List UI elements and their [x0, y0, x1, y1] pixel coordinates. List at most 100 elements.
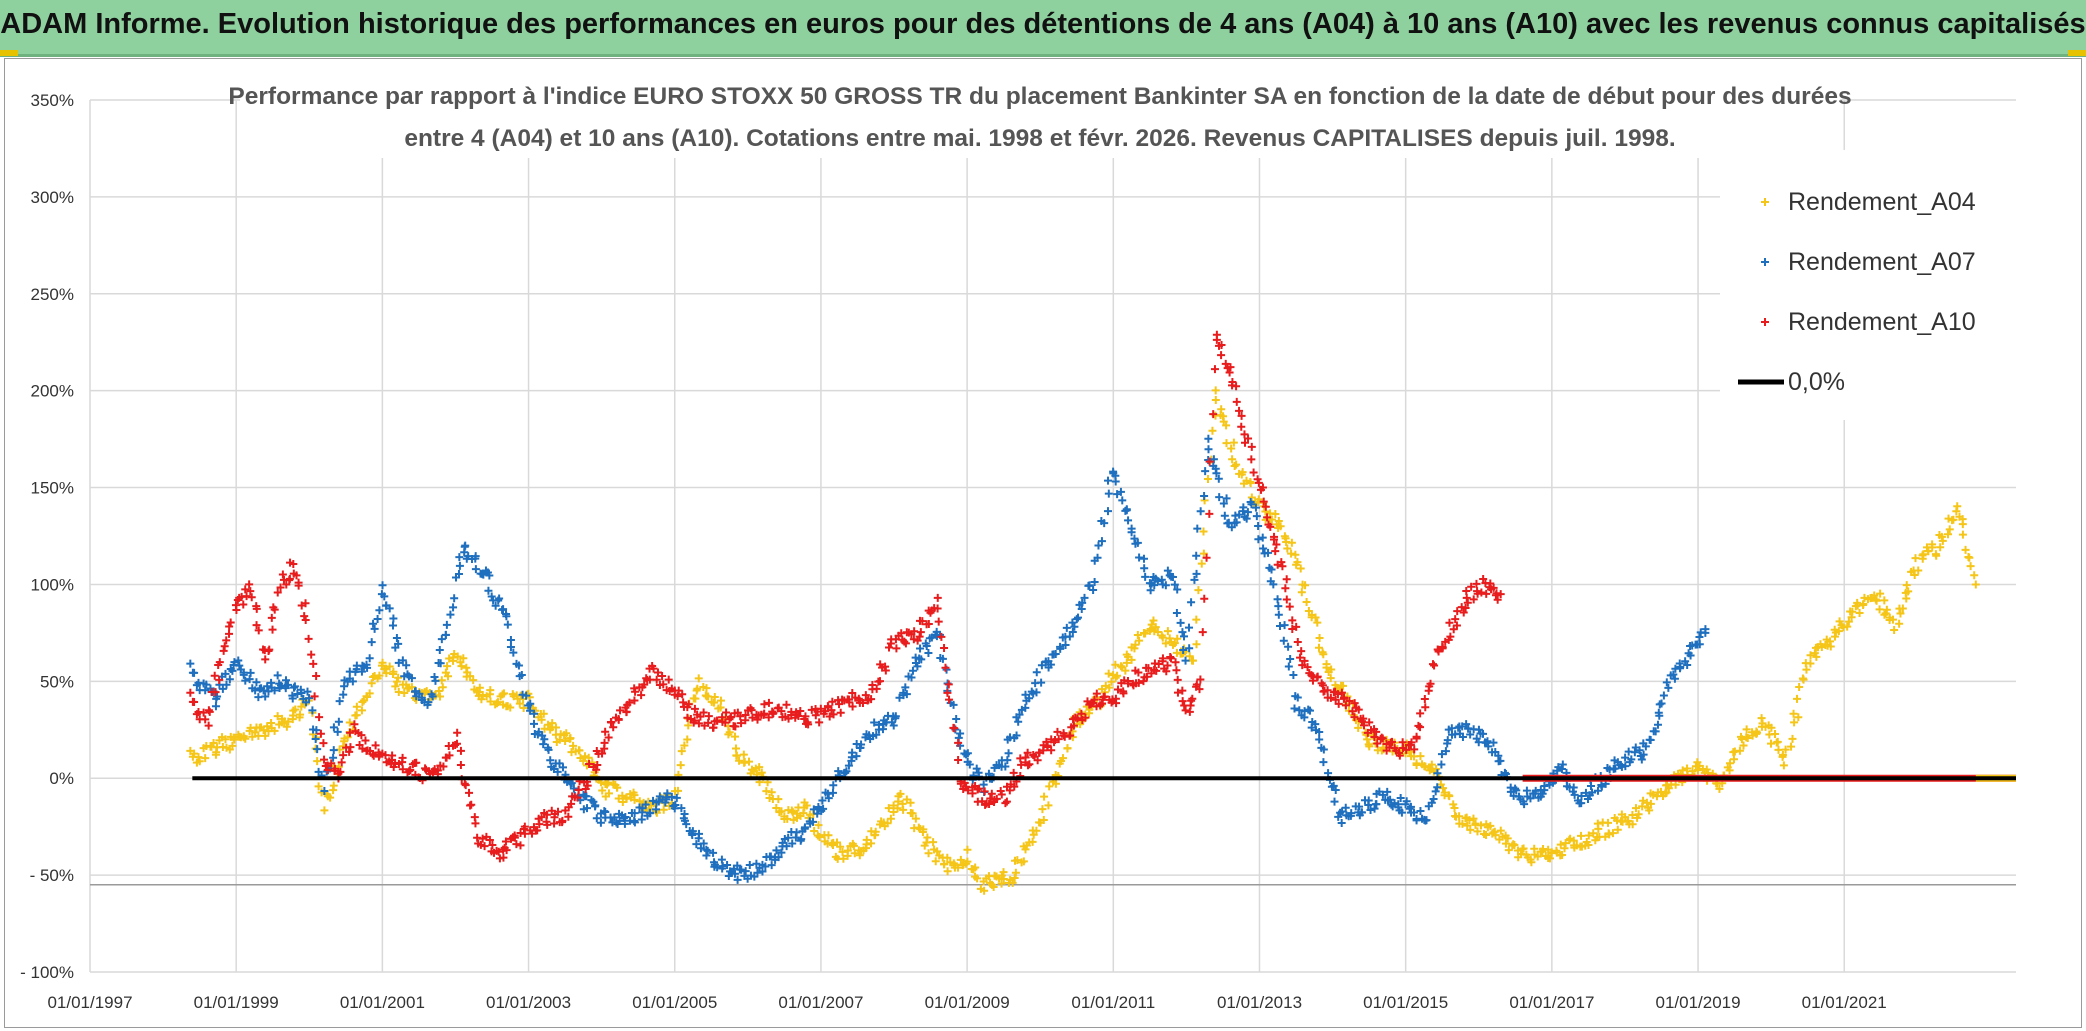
data-point — [1914, 566, 1923, 575]
data-point — [1466, 825, 1475, 834]
data-point — [446, 610, 455, 619]
data-point — [1324, 769, 1333, 778]
data-point — [442, 620, 451, 629]
data-point — [289, 560, 298, 569]
data-point — [885, 643, 894, 652]
data-point — [664, 675, 673, 684]
data-point — [721, 718, 730, 727]
data-point — [1187, 598, 1196, 607]
data-point — [1254, 535, 1263, 544]
data-point — [1396, 793, 1405, 802]
data-point — [1284, 662, 1293, 671]
data-point — [1859, 599, 1868, 608]
data-point — [456, 746, 465, 755]
data-point — [616, 706, 625, 715]
data-point — [516, 841, 525, 850]
data-point — [1322, 663, 1331, 672]
data-point — [1410, 808, 1419, 817]
data-point — [1116, 487, 1125, 496]
data-point — [823, 702, 832, 711]
data-point — [219, 646, 228, 655]
data-point — [453, 652, 462, 661]
data-point — [1971, 580, 1980, 589]
y-tick-label: 150% — [31, 479, 74, 498]
data-point — [455, 553, 464, 562]
data-point — [1693, 766, 1702, 775]
data-point — [764, 713, 773, 722]
data-point — [875, 677, 884, 686]
data-point — [499, 853, 508, 862]
data-point — [769, 709, 778, 718]
data-point — [1205, 457, 1214, 466]
data-point — [245, 580, 254, 589]
data-point — [836, 708, 845, 717]
data-point — [1649, 790, 1658, 799]
data-point — [592, 814, 601, 823]
data-point — [202, 680, 211, 689]
data-point — [761, 862, 770, 871]
data-point — [530, 709, 539, 718]
data-point — [1232, 382, 1241, 391]
legend-label: Rendement_A07 — [1788, 248, 1976, 276]
data-point — [369, 619, 378, 628]
data-point — [1046, 660, 1055, 669]
legend-label: Rendement_A04 — [1788, 188, 1976, 216]
data-point — [1181, 656, 1190, 665]
data-point — [543, 820, 552, 829]
data-point — [1274, 602, 1283, 611]
data-point — [1341, 701, 1350, 710]
data-point — [1104, 489, 1113, 498]
data-point — [1013, 856, 1022, 865]
chart-title-line-1: Performance par rapport à l'indice EURO … — [228, 83, 1851, 110]
data-point — [566, 734, 575, 743]
data-point — [485, 836, 494, 845]
data-point — [745, 860, 754, 869]
data-point — [1465, 816, 1474, 825]
legend-marker — [1761, 258, 1769, 266]
data-point — [1354, 705, 1363, 714]
data-point — [1526, 855, 1535, 864]
x-tick-label: 01/01/2019 — [1655, 993, 1740, 1012]
data-point — [400, 689, 409, 698]
data-point — [519, 704, 528, 713]
data-point — [1844, 617, 1853, 626]
data-point — [1557, 765, 1566, 774]
data-point — [265, 645, 274, 654]
data-point — [610, 813, 619, 822]
data-point — [886, 814, 895, 823]
data-point — [702, 851, 711, 860]
data-point — [954, 738, 963, 747]
data-point — [884, 804, 893, 813]
data-point — [1165, 634, 1174, 643]
data-point — [867, 839, 876, 848]
x-tick-label: 01/01/2005 — [632, 993, 717, 1012]
data-point — [1422, 816, 1431, 825]
data-point — [1074, 613, 1082, 622]
data-point — [1201, 467, 1210, 476]
data-point — [457, 662, 466, 671]
data-point — [339, 751, 348, 760]
data-point — [1170, 639, 1179, 648]
x-axis-tick-labels: 01/01/1997 01/01/1999 01/01/2001 01/01/2003… — [47, 993, 1886, 1012]
data-point — [788, 839, 797, 848]
data-point — [1327, 665, 1336, 674]
data-point — [391, 758, 400, 767]
data-point — [861, 691, 870, 700]
data-point — [1394, 749, 1403, 758]
data-point — [696, 712, 705, 721]
data-point — [220, 642, 229, 651]
data-point — [1337, 688, 1346, 697]
data-point — [1119, 687, 1128, 696]
data-point — [889, 721, 898, 730]
data-point — [1252, 512, 1261, 521]
data-point — [1254, 522, 1263, 531]
data-point — [835, 700, 844, 709]
data-point — [1080, 593, 1089, 602]
data-point — [1157, 631, 1166, 640]
data-point — [228, 741, 237, 750]
data-point — [842, 767, 851, 776]
data-point — [1062, 623, 1071, 632]
data-point — [461, 781, 470, 790]
data-point — [334, 717, 343, 726]
data-point — [1848, 607, 1857, 616]
